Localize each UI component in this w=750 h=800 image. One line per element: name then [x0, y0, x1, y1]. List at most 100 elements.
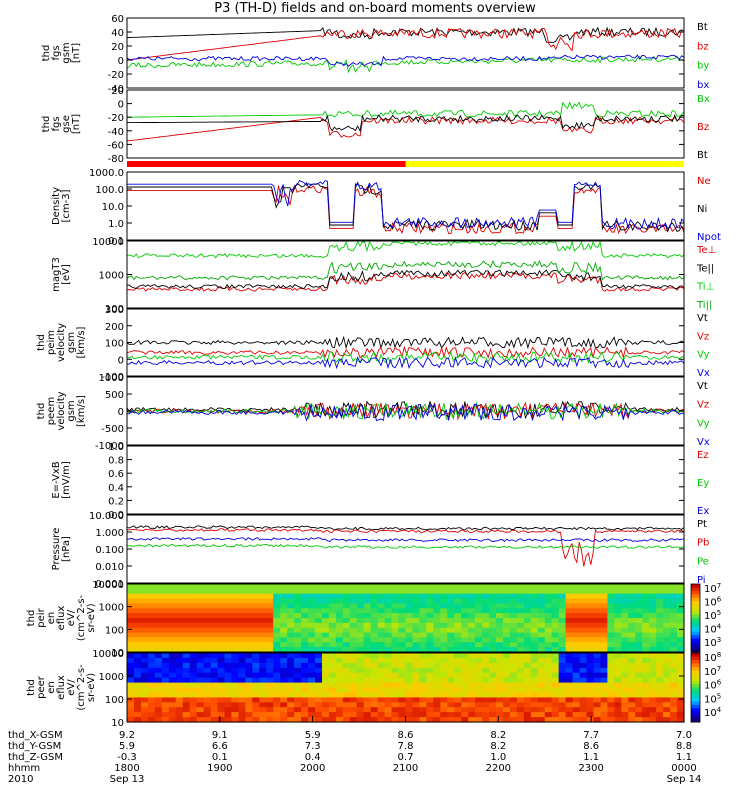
series-line-Vy	[126, 401, 685, 421]
spectrogram-cell	[370, 647, 379, 653]
spectrogram-cell	[245, 717, 253, 723]
spectrogram-cell	[147, 692, 156, 698]
spectrogram-cell	[189, 637, 198, 643]
spectrogram-cell	[614, 653, 622, 659]
spectrogram-cell	[558, 627, 567, 634]
spectrogram-cell	[677, 653, 685, 659]
spectrogram-cell	[315, 717, 323, 723]
spectrogram-cell	[182, 584, 191, 590]
spectrogram-cell	[544, 662, 553, 669]
spectrogram-cell	[224, 608, 233, 614]
spectrogram-cell	[523, 603, 532, 609]
spectrogram-cell	[551, 588, 560, 595]
spectrogram-cell	[600, 712, 609, 718]
spectrogram-cell	[412, 642, 421, 648]
spectrogram-cell	[308, 603, 316, 609]
spectrogram-cell	[649, 642, 657, 648]
spectrogram-cell	[649, 647, 657, 653]
spectrogram-cell	[356, 662, 365, 669]
spectrogram-cell	[210, 622, 219, 629]
spectrogram-cell	[649, 677, 657, 684]
spectrogram-cell	[475, 637, 483, 643]
spectrogram-cell	[391, 717, 400, 723]
spectrogram-cell	[377, 662, 386, 669]
spectrogram-cell	[168, 593, 177, 600]
spectrogram-cell	[335, 598, 344, 605]
spectrogram-cell	[273, 584, 281, 590]
spectrogram-cell	[642, 717, 650, 723]
spectrogram-cell	[335, 618, 344, 624]
spectrogram-cell	[168, 662, 177, 669]
spectrogram-cell	[140, 603, 149, 609]
spectrogram-cell	[134, 687, 142, 693]
spectrogram-cell	[503, 603, 511, 609]
spectrogram-cell	[231, 637, 239, 643]
spectrogram-cell	[537, 642, 546, 648]
spectrogram-cell	[196, 637, 205, 643]
spectrogram-cell	[544, 632, 553, 639]
spectrogram-cell	[134, 657, 142, 664]
spectrogram-cell	[551, 632, 560, 639]
spectrogram-cell	[273, 687, 281, 693]
spectrogram-cell	[322, 618, 330, 624]
spectrogram-cell	[294, 613, 302, 619]
spectrogram-cell	[600, 642, 609, 648]
spectrogram-cell	[127, 588, 135, 595]
spectrogram-cell	[182, 647, 191, 653]
spectrogram-cell	[572, 613, 581, 619]
spectrogram-cell	[663, 712, 671, 718]
spectrogram-cell	[419, 613, 427, 619]
spectrogram-cell	[649, 603, 657, 609]
spectrogram-cell	[294, 692, 302, 698]
spectrogram-cell	[572, 593, 581, 600]
series-line-Pi	[126, 537, 685, 543]
spectrogram-cell	[287, 687, 295, 693]
spectrogram-cell	[537, 687, 546, 693]
legend-Vx: Vx	[697, 368, 710, 379]
spectrogram-cell	[677, 692, 685, 698]
spectrogram-cell	[544, 622, 553, 629]
spectrogram-cell	[370, 662, 379, 669]
spectrogram-cell	[189, 707, 198, 713]
colorbar-cell	[691, 628, 700, 633]
spectrogram-cell	[370, 608, 379, 614]
spectrogram-cell	[287, 692, 295, 698]
spectrogram-cell	[579, 584, 588, 590]
spectrogram-cell	[600, 618, 609, 624]
spectrogram-cell	[614, 717, 622, 723]
spectrogram-cell	[175, 697, 184, 703]
spectrogram-cell	[196, 584, 205, 590]
spectrogram-cell	[656, 637, 664, 643]
spectrogram-cell	[670, 712, 678, 718]
spectrogram-cell	[322, 717, 330, 723]
colorbar-cell	[691, 618, 700, 622]
spectrogram-cell	[440, 702, 448, 708]
spectrogram-cell	[558, 647, 567, 653]
spectrogram-cell	[196, 702, 205, 708]
spectrogram-cell	[273, 593, 281, 600]
spectrogram-cell	[551, 613, 560, 619]
spectrogram-cell	[433, 662, 441, 669]
spectrogram-cell	[677, 584, 685, 590]
spectrogram-cell	[440, 632, 448, 639]
spectrogram-cell	[551, 717, 560, 723]
spectrogram-cell	[210, 637, 219, 643]
x-tick-label-date: Sep 13	[110, 774, 145, 785]
spectrogram-cell	[168, 584, 177, 590]
spectrogram-cell	[259, 632, 267, 639]
spectrogram-cell	[530, 692, 539, 698]
y-tick-label: 20	[111, 42, 124, 53]
spectrogram-cell	[140, 608, 149, 614]
spectrogram-cell	[516, 647, 525, 653]
spectrogram-cell	[635, 642, 643, 648]
spectrogram-cell	[468, 692, 476, 698]
spectrogram-cell	[259, 717, 267, 723]
spectrogram-cell	[370, 618, 379, 624]
spectrogram-cell	[391, 692, 400, 698]
spectrogram-cell	[196, 588, 205, 595]
colorbar-tick-label: 103	[704, 636, 721, 649]
spectrogram-cell	[280, 653, 288, 659]
spectrogram-cell	[607, 687, 615, 693]
spectrogram-cell	[287, 622, 295, 629]
spectrogram-cell	[628, 613, 636, 619]
